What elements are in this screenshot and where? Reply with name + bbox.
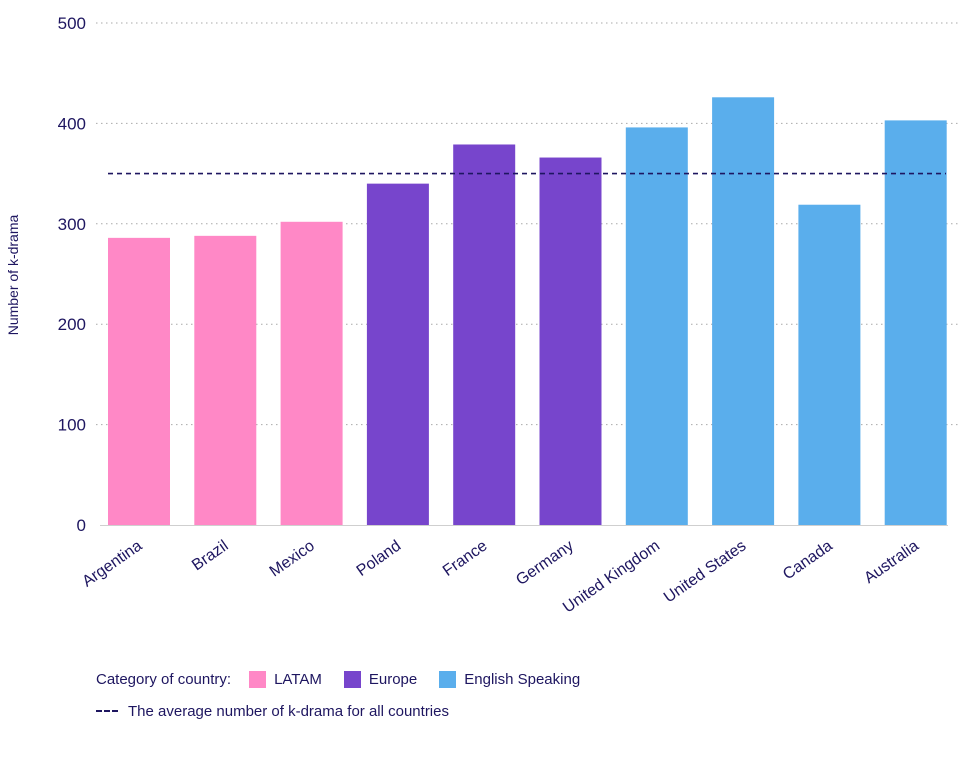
average-line-label: The average number of k-drama for all co…: [128, 702, 449, 720]
bar-mexico: [280, 221, 343, 526]
bars: [108, 97, 947, 526]
y-tick-label: 300: [58, 215, 86, 234]
x-tick-label: Argentina: [79, 537, 145, 590]
bar-germany: [539, 157, 602, 525]
bar-australia: [884, 120, 947, 525]
y-tick-label: 100: [58, 416, 86, 435]
y-tick-label: 500: [58, 14, 86, 33]
bar-chart: 0 100 200 300 400 500 Argentina Brazil Mexico Po…: [5, 14, 958, 617]
legend-swatch-english-speaking: [439, 670, 457, 688]
bar-poland: [366, 183, 429, 525]
legend-item-latam: LATAM: [249, 670, 322, 688]
legend-title: Category of country:: [96, 670, 232, 688]
legend-label-english-speaking: English Speaking: [464, 670, 581, 688]
y-tick-label: 400: [58, 114, 86, 133]
x-tick-label: United States: [661, 537, 749, 606]
bar-united-states: [712, 97, 775, 526]
legend-label-europe: Europe: [368, 670, 418, 688]
x-tick-label: Mexico: [267, 537, 318, 580]
bar-united-kingdom: [625, 127, 688, 525]
legend-category-row: Category of country: LATAM Europe Englis…: [96, 668, 602, 690]
y-axis-title: Number of k-drama: [5, 214, 21, 335]
bar-brazil: [194, 235, 257, 525]
legend-item-english-speaking: English Speaking: [439, 670, 581, 688]
grid-lines: [96, 22, 958, 526]
legend-swatch-latam: [249, 670, 267, 688]
x-tick-label: Canada: [780, 537, 836, 583]
legend-swatch-europe: [343, 670, 361, 688]
x-tick-label: Poland: [354, 537, 405, 580]
legend-label-latam: LATAM: [274, 670, 322, 688]
x-tick-label: Australia: [861, 537, 922, 587]
x-tick-label: Germany: [513, 537, 577, 589]
legend: Category of country: LATAM Europe Englis…: [96, 668, 602, 722]
bar-canada: [798, 204, 861, 525]
y-tick-label: 0: [77, 516, 86, 535]
x-tick-label: United Kingdom: [560, 537, 663, 616]
y-axis-ticks: 0 100 200 300 400 500: [58, 14, 86, 535]
x-tick-label: Brazil: [189, 537, 232, 574]
x-axis-labels: Argentina Brazil Mexico Poland France Germany…: [79, 537, 922, 616]
y-tick-label: 200: [58, 315, 86, 334]
legend-item-europe: Europe: [343, 670, 418, 688]
legend-average-row: The average number of k-drama for all co…: [96, 700, 602, 722]
x-tick-label: France: [440, 537, 491, 580]
bar-france: [453, 144, 516, 525]
bar-argentina: [108, 237, 170, 525]
average-line-key: [96, 710, 118, 712]
